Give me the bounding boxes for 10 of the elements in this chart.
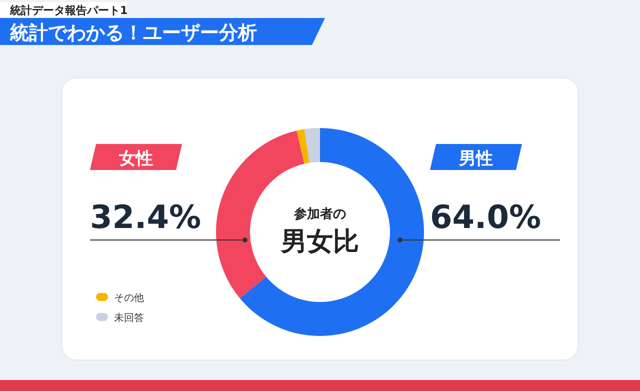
legend-label: その他 (114, 292, 144, 304)
text: 参加者の (293, 206, 346, 222)
data-label: 32.4% (90, 198, 202, 236)
chart-title: 統計でわかる！ユーザー分析 (9, 22, 257, 44)
chart-subtitle: 統計データ報告パート1 (9, 4, 128, 17)
slice-label: 男性 (458, 149, 493, 169)
text: 男女比 (280, 227, 359, 257)
data-label: 64.0% (430, 198, 542, 236)
slice-label: 女性 (118, 149, 153, 169)
legend-label: 未回答 (114, 312, 144, 324)
